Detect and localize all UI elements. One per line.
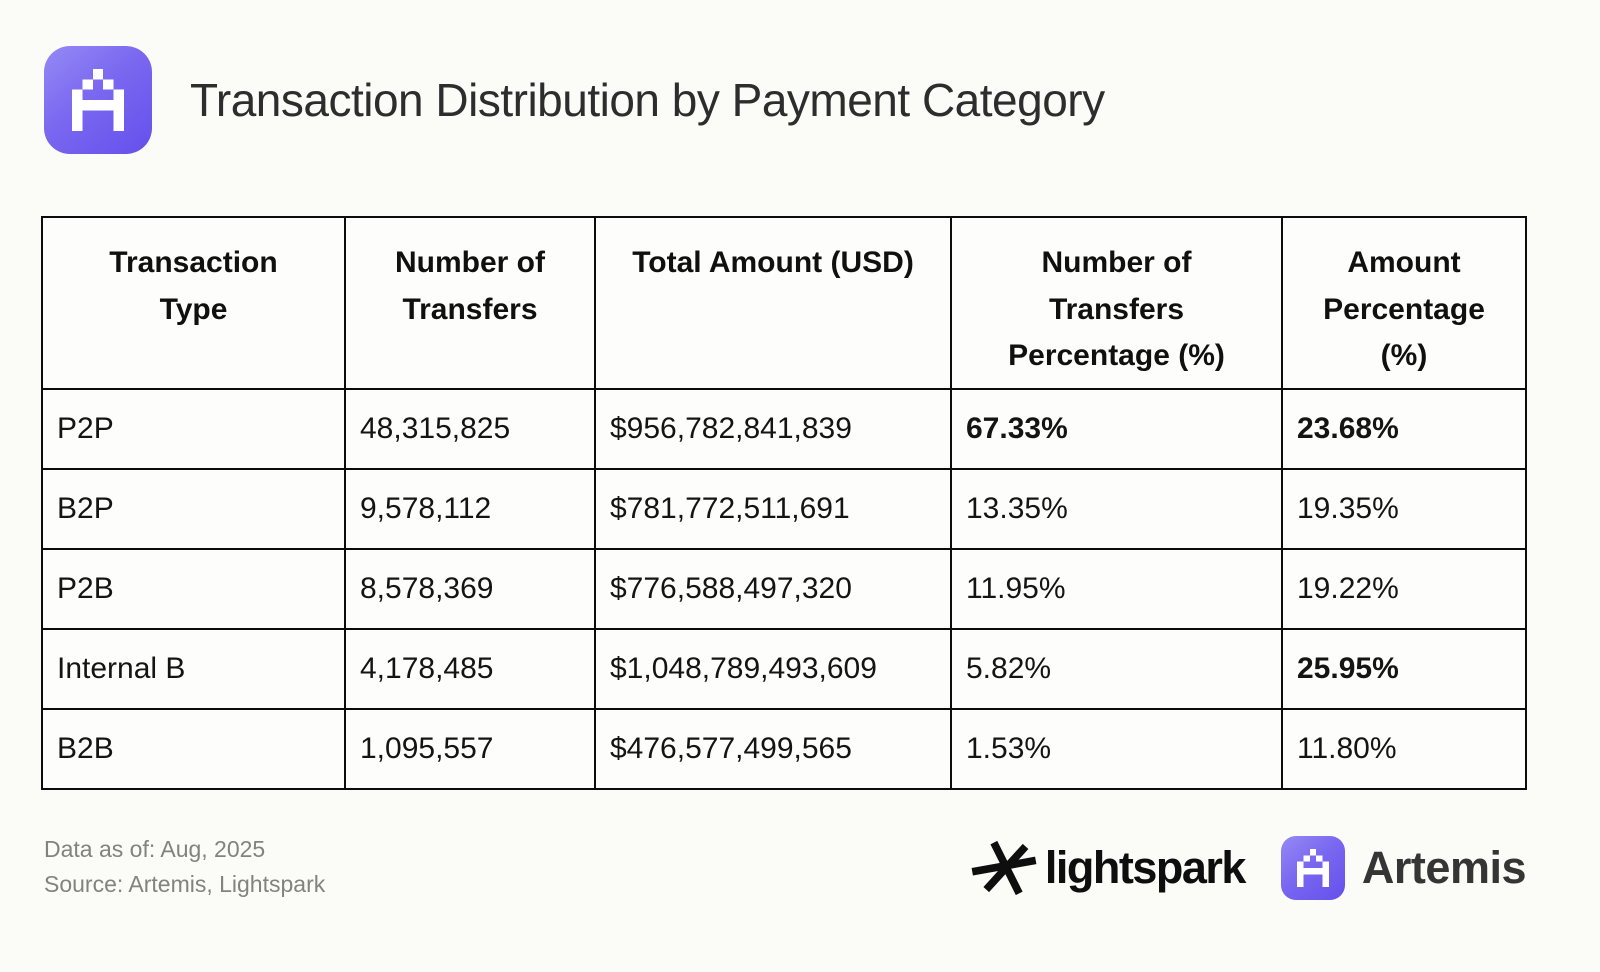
lightspark-spark-icon [971, 840, 1037, 896]
cell-transaction-type: Internal B [41, 628, 346, 710]
table-row: P2B 8,578,369 $776,588,497,320 11.95% 19… [41, 548, 1527, 630]
cell-transfers-percentage: 13.35% [950, 468, 1283, 550]
cell-transfers-percentage: 67.33% [950, 388, 1283, 470]
cell-number-of-transfers: 4,178,485 [344, 628, 596, 710]
source-note: Source: Artemis, Lightspark [44, 871, 326, 897]
data-as-of-note: Data as of: Aug, 2025 [44, 836, 266, 862]
table-header-row: Transaction Type Number of Transfers Tot… [41, 216, 1527, 390]
column-header-total-amount: Total Amount (USD) [594, 216, 952, 390]
cell-number-of-transfers: 8,578,369 [344, 548, 596, 630]
cell-transfers-percentage: 1.53% [950, 708, 1283, 790]
cell-total-amount: $776,588,497,320 [594, 548, 952, 630]
table-row: Internal B 4,178,485 $1,048,789,493,609 … [41, 628, 1527, 710]
table-row: B2P 9,578,112 $781,772,511,691 13.35% 19… [41, 468, 1527, 550]
cell-total-amount: $956,782,841,839 [594, 388, 952, 470]
artemis-footer-logo: Artemis [1280, 836, 1527, 900]
artemis-footer-icon [1280, 836, 1345, 900]
artemis-logo [44, 46, 152, 154]
column-header-transaction-type: Transaction Type [41, 216, 346, 390]
cell-number-of-transfers: 48,315,825 [344, 388, 596, 470]
column-header-number-of-transfers: Number of Transfers [344, 216, 596, 390]
table-row: P2P 48,315,825 $956,782,841,839 67.33% 2… [41, 388, 1527, 470]
cell-transaction-type: B2P [41, 468, 346, 550]
artemis-a-icon [1297, 849, 1329, 887]
table-row: B2B 1,095,557 $476,577,499,565 1.53% 11.… [41, 708, 1527, 790]
cell-total-amount: $1,048,789,493,609 [594, 628, 952, 710]
cell-amount-percentage: 19.22% [1281, 548, 1527, 630]
cell-number-of-transfers: 9,578,112 [344, 468, 596, 550]
transaction-table: Transaction Type Number of Transfers Tot… [41, 216, 1527, 790]
cell-total-amount: $781,772,511,691 [594, 468, 952, 550]
lightspark-wordmark: lightspark [1044, 842, 1247, 893]
cell-number-of-transfers: 1,095,557 [344, 708, 596, 790]
cell-transfers-percentage: 5.82% [950, 628, 1283, 710]
cell-transaction-type: P2P [41, 388, 346, 470]
column-header-amount-percentage: Amount Percentage (%) [1281, 216, 1527, 390]
cell-amount-percentage: 19.35% [1281, 468, 1527, 550]
lightspark-logo: lightspark [971, 840, 1247, 896]
column-header-transfers-percentage: Number of Transfers Percentage (%) [950, 216, 1283, 390]
footer-logos: lightspark Artemis [971, 830, 1527, 906]
artemis-wordmark: Artemis [1361, 842, 1527, 893]
cell-amount-percentage: 25.95% [1281, 628, 1527, 710]
cell-amount-percentage: 23.68% [1281, 388, 1527, 470]
cell-transaction-type: B2B [41, 708, 346, 790]
cell-transaction-type: P2B [41, 548, 346, 630]
cell-total-amount: $476,577,499,565 [594, 708, 952, 790]
page-title: Transaction Distribution by Payment Cate… [190, 74, 1105, 126]
cell-transfers-percentage: 11.95% [950, 548, 1283, 630]
artemis-a-icon [72, 69, 124, 131]
cell-amount-percentage: 11.80% [1281, 708, 1527, 790]
header: Transaction Distribution by Payment Cate… [44, 46, 1105, 154]
